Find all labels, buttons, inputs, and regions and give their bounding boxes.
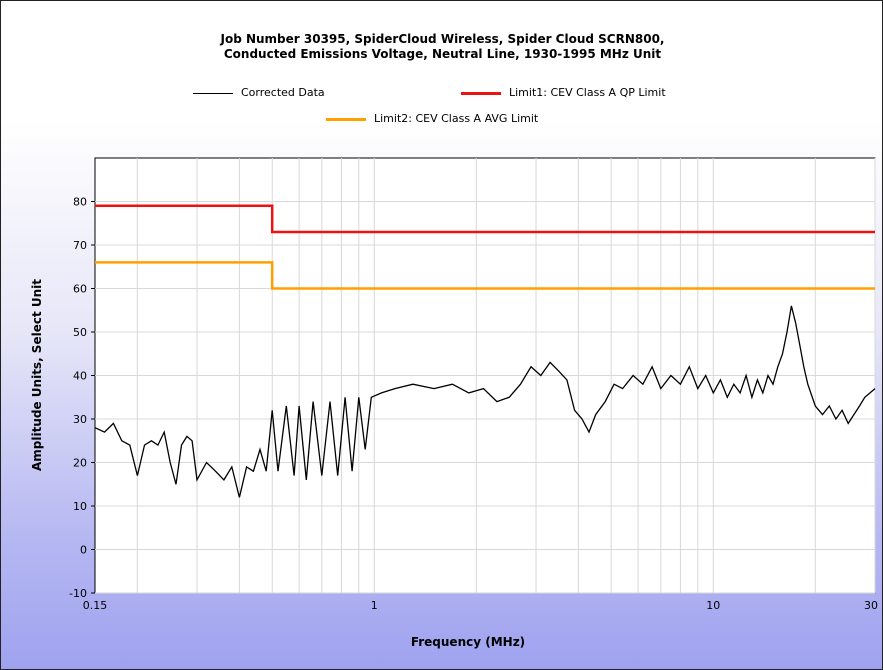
- x-axis-title: Frequency (MHz): [411, 635, 525, 649]
- chart-title-line-1: Job Number 30395, SpiderCloud Wireless, …: [220, 32, 665, 46]
- y-tick-label: 10: [73, 500, 87, 513]
- x-tick-label: 10: [706, 599, 720, 612]
- y-tick-label: 20: [73, 457, 87, 470]
- tick-labels: -10 0 10 20 30 40 50 60 70 80 0.15 1 10 30: [69, 196, 878, 613]
- y-tick-label: 60: [73, 283, 87, 296]
- y-axis-title: Amplitude Units, Select Unit: [30, 279, 44, 471]
- y-tick-label: 50: [73, 326, 87, 339]
- chart-title: Job Number 30395, SpiderCloud Wireless, …: [1, 32, 882, 62]
- grid-lines: [95, 158, 876, 594]
- x-tick-label: 30: [864, 599, 878, 612]
- series-line-limit2: [95, 261, 875, 290]
- y-tick-label: 80: [73, 196, 87, 209]
- x-tick-label: 1: [371, 599, 378, 612]
- legend-label-limit2: Limit2: CEV Class A AVG Limit: [374, 112, 539, 125]
- y-tick-label: 30: [73, 413, 87, 426]
- legend-swatch-limit1: [461, 92, 501, 95]
- y-tick-label: 70: [73, 239, 87, 252]
- y-tick-label: 40: [73, 370, 87, 383]
- chart-legend: Corrected Data Limit1: CEV Class A QP Li…: [1, 1, 882, 141]
- y-tick-label: 0: [80, 544, 87, 557]
- legend-swatch-corrected-data: [193, 93, 233, 94]
- legend-label-corrected-data: Corrected Data: [241, 86, 325, 99]
- y-tick-label: -10: [69, 587, 87, 600]
- chart-title-line-2: Conducted Emissions Voltage, Neutral Lin…: [223, 47, 662, 61]
- legend-label-limit1: Limit1: CEV Class A QP Limit: [509, 86, 666, 99]
- series-line-limit1: [95, 204, 875, 234]
- series-layer: [94, 204, 876, 498]
- series-line-corrected-data: [94, 305, 876, 498]
- legend-swatch-limit2: [326, 118, 366, 121]
- x-tick-label: 0.15: [83, 599, 108, 612]
